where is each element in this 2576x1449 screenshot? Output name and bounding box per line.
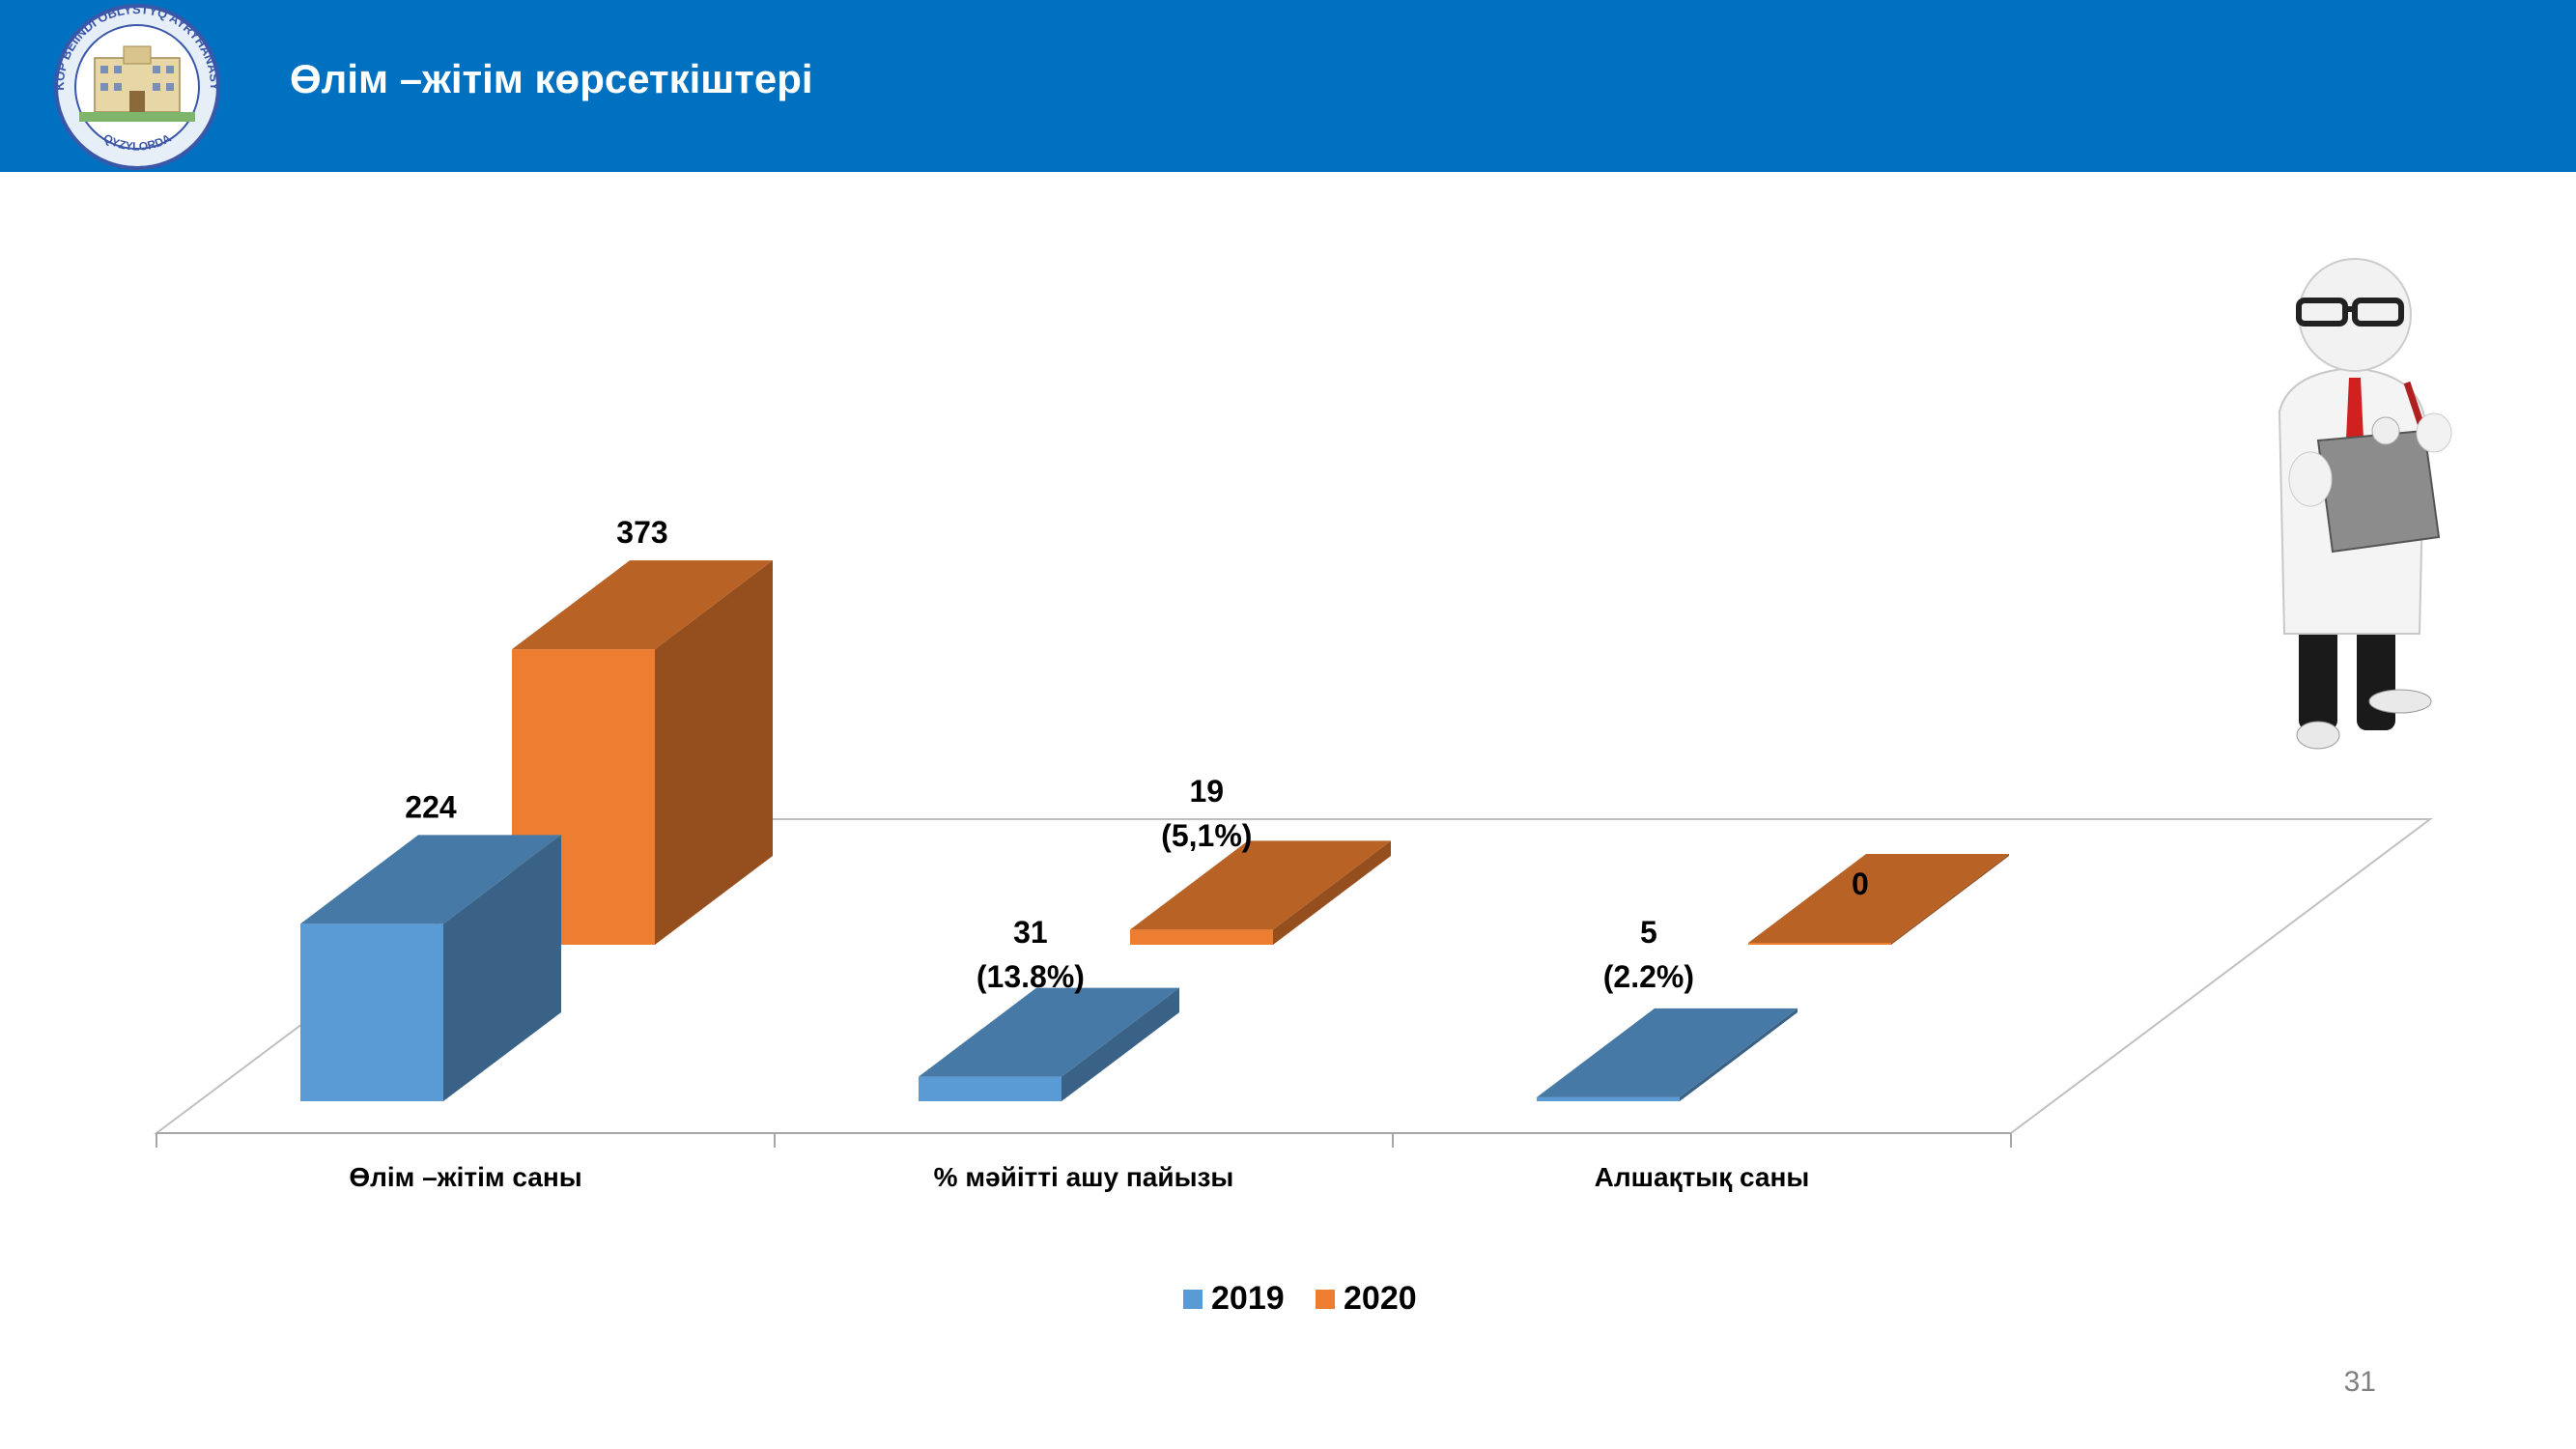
bar-top-2020-2 xyxy=(1748,854,2009,943)
bar-top-2020-0 xyxy=(512,560,773,650)
bar-side-2020-1 xyxy=(1273,840,1391,945)
x-axis-ticks xyxy=(156,1133,2012,1148)
data-label-2019-0: 224 xyxy=(405,789,457,824)
bar-front-2020-1 xyxy=(1130,929,1273,945)
bar-side-2019-1 xyxy=(1062,987,1179,1101)
data-label-line-2020-2-0: 0 xyxy=(1852,867,1869,901)
bar-2020-1 xyxy=(1130,840,1391,945)
bar-side-2019-0 xyxy=(443,835,561,1101)
bar-top-2019-0 xyxy=(300,835,561,924)
data-label-2020-1: 19 (5,1%) xyxy=(1161,774,1252,853)
data-label-line-2019-2-0: 5 xyxy=(1640,915,1657,950)
bar-2019-1 xyxy=(919,987,1179,1101)
data-label-2019-1: 31 (13.8%) xyxy=(977,915,1085,994)
legend-label-2019: 2019 xyxy=(1211,1280,1285,1317)
bar-2020-2 xyxy=(1748,854,2009,945)
bar-front-2019-0 xyxy=(300,923,443,1101)
bar-top-2020-1 xyxy=(1130,840,1391,930)
data-label-line-2019-1-1: (13.8%) xyxy=(977,959,1085,994)
legend-swatch-2019 xyxy=(1183,1290,1203,1309)
data-label-line-2019-1-0: 31 xyxy=(1013,915,1048,950)
bar-front-2020-2 xyxy=(1748,943,1891,945)
data-label-2020-0: 373 xyxy=(616,515,667,550)
bar-front-2019-2 xyxy=(1537,1096,1680,1101)
category-label-1: % мәйітті ашу пайызы xyxy=(934,1162,1234,1192)
data-label-line-2020-1-1: (5,1%) xyxy=(1161,818,1252,853)
legend-swatch-2020 xyxy=(1316,1290,1335,1309)
bar-2020-0 xyxy=(512,560,773,945)
data-label-line-2020-1-0: 19 xyxy=(1190,774,1225,809)
data-label-line-2019-2-1: (2.2%) xyxy=(1603,959,1694,994)
bar-top-2019-1 xyxy=(919,987,1179,1077)
hospital-logo: KÓP BEIINDI OBLYSTYQ AYRYHANASY QYZYLORD… xyxy=(52,4,222,170)
category-label-0: Өлім –жітім саны xyxy=(349,1162,581,1192)
category-label-2: Алшақтық саны xyxy=(1595,1162,1810,1192)
legend: 2019 2020 xyxy=(1183,1280,1417,1317)
page-number: 31 xyxy=(2343,1366,2376,1398)
doctor-illustration xyxy=(2278,258,2452,750)
data-label-2020-2: 0 xyxy=(1852,867,1869,901)
bar-front-2019-1 xyxy=(919,1076,1062,1101)
bar-side-2019-2 xyxy=(1680,1008,1798,1101)
bar-top-2019-2 xyxy=(1537,1008,1798,1097)
bar-side-2020-0 xyxy=(655,560,773,945)
bar-2019-0 xyxy=(300,835,561,1101)
legend-label-2020: 2020 xyxy=(1344,1280,1417,1317)
header-bar: KÓP BEIINDI OBLYSTYQ AYRYHANASY QYZYLORD… xyxy=(0,0,2576,172)
chart-area: 373 19 (5,1%) 0 224 31 (13.8%) 5 (2.2%) Өлім –жі… xyxy=(153,515,2434,1317)
data-label-line-2020-0-0: 373 xyxy=(616,515,667,550)
data-label-2019-2: 5 (2.2%) xyxy=(1603,915,1694,994)
page-title: Өлім –жітім көрсеткіштері xyxy=(290,56,813,101)
data-label-line-2019-0-0: 224 xyxy=(405,789,457,824)
bar-2019-2 xyxy=(1537,1008,1798,1101)
bar-side-2020-2 xyxy=(1891,854,2009,945)
